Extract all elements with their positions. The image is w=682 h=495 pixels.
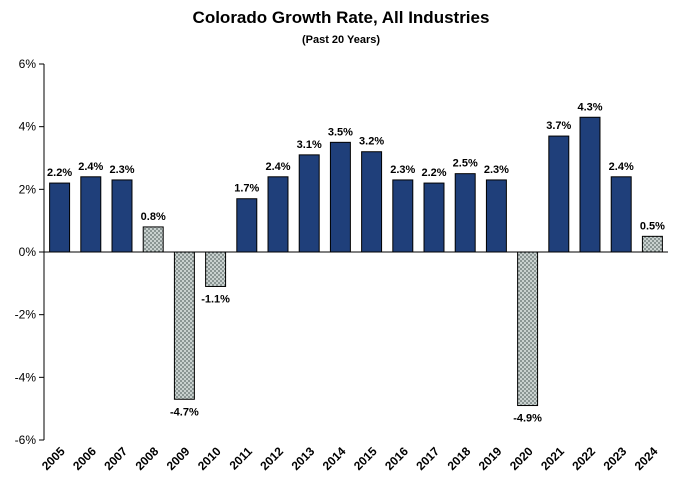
x-tick-label-2024: 2024 — [632, 444, 661, 473]
bar-2009 — [173, 251, 195, 400]
bars — [49, 116, 663, 407]
data-label-2009: -4.7% — [170, 406, 199, 418]
x-tick-label-2012: 2012 — [257, 444, 286, 473]
chart-subtitle: (Past 20 Years) — [301, 34, 381, 46]
data-label-2021: 3.7% — [546, 120, 571, 132]
bar-2010 — [205, 251, 227, 287]
y-tick-label: -6% — [15, 433, 37, 447]
data-label-2015: 3.2% — [359, 136, 384, 148]
x-tick-label-2023: 2023 — [601, 444, 630, 473]
y-tick-label: -2% — [15, 308, 37, 322]
data-labels: 2.2% 2.4% 2.3% 0.8% -4.7% -1.1% 1.7% 2.4% 3.1% 3.… — [47, 101, 665, 424]
y-tick-label: 4% — [19, 120, 37, 134]
bar-2018 — [454, 173, 476, 253]
bar-2019 — [485, 179, 507, 253]
y-tick-label: 6% — [19, 57, 37, 71]
bar-2013 — [298, 154, 320, 253]
x-tick-label-2017: 2017 — [413, 444, 442, 473]
bar-2007 — [111, 179, 133, 253]
bar-2024 — [641, 235, 663, 253]
bar-2017 — [423, 182, 445, 253]
x-tick-label-2009: 2009 — [164, 444, 193, 473]
bar-2006 — [80, 176, 102, 253]
data-label-2020: -4.9% — [513, 413, 542, 425]
y-tick-label: -4% — [15, 370, 37, 384]
chart-title: Colorado Growth Rate, All Industries — [192, 8, 490, 27]
bar-2008 — [142, 226, 164, 253]
data-label-2016: 2.3% — [390, 164, 415, 176]
data-label-2017: 2.2% — [421, 167, 446, 179]
bar-2023 — [610, 176, 632, 253]
x-tick-label-2020: 2020 — [507, 444, 536, 473]
bar-2014 — [329, 141, 351, 253]
x-tick-label-2013: 2013 — [289, 444, 318, 473]
data-label-2014: 3.5% — [328, 126, 353, 138]
bar-2022 — [579, 116, 601, 253]
x-tick-label-2014: 2014 — [320, 444, 349, 473]
bar-2011 — [236, 198, 258, 253]
x-tick-label-2008: 2008 — [133, 444, 162, 473]
x-tick-label-2015: 2015 — [351, 444, 380, 473]
x-tick-label-2022: 2022 — [569, 444, 598, 473]
data-label-2010: -1.1% — [201, 293, 230, 305]
data-label-2006: 2.4% — [78, 161, 103, 173]
data-label-2007: 2.3% — [109, 164, 134, 176]
data-label-2012: 2.4% — [265, 161, 290, 173]
bar-2016 — [392, 179, 414, 253]
x-tick-label-2011: 2011 — [227, 444, 256, 473]
bar-2021 — [548, 135, 570, 253]
data-label-2013: 3.1% — [297, 139, 322, 151]
x-tick-label-2007: 2007 — [101, 444, 130, 473]
bar-2012 — [267, 176, 289, 253]
y-tick-label: 0% — [19, 245, 37, 259]
data-label-2011: 1.7% — [234, 183, 259, 195]
y-tick-label: 2% — [19, 182, 37, 196]
x-tick-label-2010: 2010 — [195, 444, 224, 473]
data-label-2023: 2.4% — [609, 161, 634, 173]
data-label-2005: 2.2% — [47, 167, 72, 179]
data-label-2019: 2.3% — [484, 164, 509, 176]
x-tick-label-2018: 2018 — [445, 444, 474, 473]
bar-2015 — [361, 151, 383, 253]
data-label-2024: 0.5% — [640, 220, 665, 232]
x-tick-label-2021: 2021 — [538, 444, 567, 473]
data-label-2022: 4.3% — [577, 101, 602, 113]
data-label-2008: 0.8% — [141, 211, 166, 223]
x-tick-label-2005: 2005 — [39, 444, 68, 473]
bar-2005 — [49, 182, 71, 253]
x-tick-label-2019: 2019 — [476, 444, 505, 473]
bar-2020 — [517, 251, 539, 407]
x-tick-label-2006: 2006 — [70, 444, 99, 473]
data-label-2018: 2.5% — [453, 158, 478, 170]
x-tick-label-2016: 2016 — [382, 444, 411, 473]
